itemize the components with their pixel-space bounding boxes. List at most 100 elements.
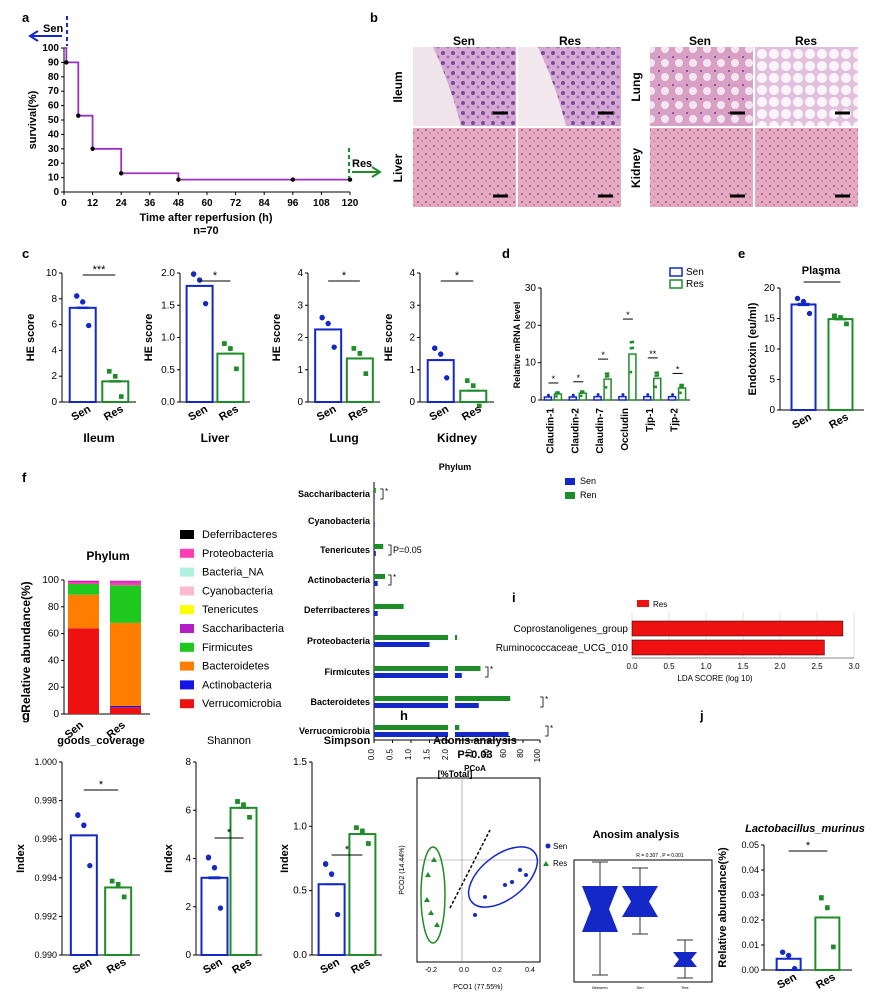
taxon-label-saccharibacteria: Saccharibacteria <box>298 489 371 499</box>
anosim-box <box>582 886 618 932</box>
lefse-bar-1 <box>631 639 825 656</box>
pcoa-xtick: 0.2 <box>492 967 502 974</box>
sig-bracket <box>380 488 384 500</box>
stack-seg-saccharibacteria <box>68 580 99 583</box>
sen-point <box>510 880 514 884</box>
bar-tick-label: 1.5 <box>423 748 432 760</box>
mrna-point <box>621 393 625 397</box>
sig-star: * <box>393 573 396 582</box>
mrna-bar-sen <box>667 395 677 401</box>
y-tick-label: 8 <box>185 757 191 768</box>
bar-sen <box>426 359 455 404</box>
lefse-xtick: 2.0 <box>774 662 786 671</box>
data-point <box>203 300 209 307</box>
data-point <box>786 952 792 959</box>
taxon-label-firmicutes: Firmicutes <box>324 667 370 677</box>
row-kidney: Kidney <box>629 148 643 188</box>
stack-seg-proteobacteria <box>68 582 99 585</box>
phylum-bar <box>374 732 448 737</box>
phylum-bar <box>374 574 386 579</box>
phylum-bar <box>374 666 448 671</box>
row-lung: Lung <box>629 72 643 101</box>
x-axis-label: Time after reperfusion (h) <box>139 212 272 224</box>
res-point <box>424 897 430 902</box>
phylum-bar <box>374 581 378 586</box>
y-tick-label: 4 <box>185 854 191 865</box>
taxon-label-proteobacteria: Proteobacteria <box>307 636 371 646</box>
bar-tick-label: 80 <box>516 748 525 757</box>
data-point <box>319 314 325 320</box>
anosim-box <box>673 952 697 967</box>
gene-label: Tjp-2 <box>670 408 681 432</box>
lefse-legend-swatch <box>637 600 649 607</box>
alpha-chart-goods_coverage: goods_coverage 0.990 0.992 0.994 0.996 0.998 1… <box>15 735 145 977</box>
legend-swatch-bacteroidetes <box>180 661 194 671</box>
x-tick-label: 120 <box>342 198 359 209</box>
y-tick-label: 0.00 <box>741 965 759 975</box>
lefse-taxon-1: Ruminococcaceae_UCG_010 <box>496 643 629 654</box>
bar-sen <box>69 834 98 957</box>
mrna-point <box>604 386 608 389</box>
data-point <box>115 882 121 887</box>
phylum-bar <box>455 696 511 701</box>
bar-res <box>814 916 841 971</box>
alpha-title: Simpson <box>324 735 371 747</box>
legend-label-tenericutes: Tenericutes <box>202 604 259 616</box>
he-chart-lung: 0 1 2 3 4 HE score Sen Res * Lung <box>271 268 380 445</box>
chart-label: Liver <box>201 431 230 445</box>
legend-label-saccharibacteria: Saccharibacteria <box>202 623 285 635</box>
panel-letter-j: j <box>699 708 704 723</box>
y-axis-label: HE score <box>383 314 395 362</box>
x-category-label: Res <box>347 403 370 423</box>
x-tick-label: 108 <box>313 198 330 209</box>
tissue-region <box>413 128 516 207</box>
bar-res <box>827 318 854 411</box>
bar-tick-label: 100 <box>533 748 542 762</box>
lefse-taxon-0: Coprostanoligenes_group <box>513 624 628 635</box>
bar-sen <box>314 328 343 403</box>
sig-star: * <box>490 665 493 674</box>
legend-swatch-saccharibacteria <box>180 624 194 633</box>
mrna-point <box>596 393 600 397</box>
phylum-bar <box>374 635 448 640</box>
y-tick-label: 0 <box>409 397 415 408</box>
data-point <box>792 965 798 972</box>
y-tick-label: 2 <box>297 333 303 344</box>
taxon-label-deferribacteres: Deferribacteres <box>304 605 370 615</box>
y-tick-label: 2 <box>51 371 57 382</box>
data-point <box>844 321 849 327</box>
stack-seg-verrucomicrobia <box>68 628 99 714</box>
y-tick-label: 0.0 <box>293 950 307 961</box>
panel-e-endotoxin: Plasma 0 5 10 15 20 Endotoxin (eu/ml) Sen Res * <box>747 265 864 432</box>
tissue-region <box>755 128 858 207</box>
data-point <box>325 321 331 327</box>
data-point <box>197 277 203 283</box>
x-category-label: Sen <box>790 411 814 432</box>
y-tick-label: 0 <box>53 709 59 720</box>
data-point <box>121 894 127 900</box>
stack-seg-other <box>68 580 99 581</box>
sen-tag: Sen <box>43 23 63 35</box>
y-tick-label: 1.5 <box>161 300 175 311</box>
legend-swatch-cyanobacteria <box>180 586 194 596</box>
y-tick-label: 0.996 <box>34 834 57 844</box>
y-tick-label: 0 <box>185 950 191 961</box>
legend-sen-dot <box>545 843 551 849</box>
sig-stars: * <box>576 373 580 383</box>
y-axis-label: Index <box>279 843 291 873</box>
data-point <box>831 944 836 950</box>
significance-stars: * <box>455 270 460 282</box>
y-tick-label: 15 <box>764 314 776 325</box>
res-point <box>431 857 437 862</box>
mrna-point <box>555 392 558 395</box>
bar-tick-label: 20 <box>465 748 474 757</box>
data-point <box>444 375 450 381</box>
mrna-bar-sen <box>543 396 553 401</box>
y-tick-label: 2 <box>409 333 415 344</box>
legend-label-cyanobacteria: Cyanobacteria <box>202 585 274 597</box>
y-axis-label: Endotoxin (eu/ml) <box>747 302 759 395</box>
bar-legend-sen-swatch <box>565 478 575 485</box>
row-liver: Liver <box>391 153 405 182</box>
data-point <box>323 860 329 867</box>
